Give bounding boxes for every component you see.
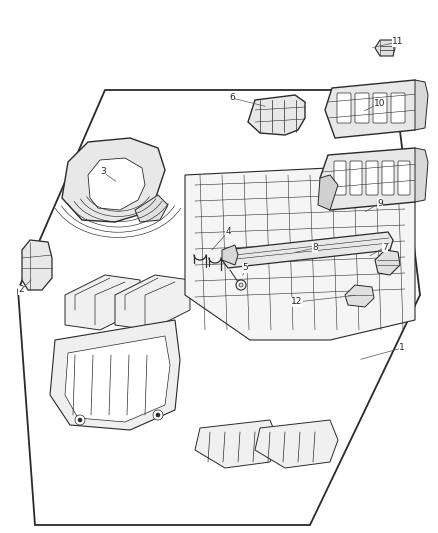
- FancyBboxPatch shape: [391, 93, 405, 123]
- Polygon shape: [318, 175, 338, 210]
- Polygon shape: [18, 90, 420, 525]
- FancyBboxPatch shape: [366, 161, 378, 195]
- Circle shape: [78, 418, 82, 422]
- Polygon shape: [65, 336, 170, 422]
- Text: 10: 10: [374, 99, 386, 108]
- Polygon shape: [62, 138, 165, 222]
- Text: 2: 2: [18, 286, 24, 295]
- FancyBboxPatch shape: [398, 161, 410, 195]
- Polygon shape: [50, 320, 180, 430]
- Text: 11: 11: [392, 37, 404, 46]
- Text: 7: 7: [382, 243, 388, 252]
- FancyBboxPatch shape: [337, 93, 351, 123]
- Circle shape: [75, 415, 85, 425]
- Polygon shape: [255, 420, 338, 468]
- Text: 3: 3: [100, 167, 106, 176]
- Polygon shape: [375, 250, 400, 275]
- Text: 1: 1: [399, 343, 405, 352]
- Polygon shape: [195, 420, 278, 468]
- Polygon shape: [320, 148, 422, 210]
- Polygon shape: [415, 80, 428, 130]
- Polygon shape: [185, 165, 415, 340]
- Polygon shape: [65, 275, 140, 330]
- Polygon shape: [325, 80, 422, 138]
- Polygon shape: [135, 195, 168, 222]
- Polygon shape: [375, 40, 395, 56]
- Text: 8: 8: [312, 244, 318, 253]
- FancyBboxPatch shape: [373, 93, 387, 123]
- Text: 9: 9: [377, 198, 383, 207]
- Circle shape: [236, 280, 246, 290]
- FancyBboxPatch shape: [382, 161, 394, 195]
- FancyBboxPatch shape: [355, 93, 369, 123]
- Polygon shape: [88, 158, 145, 210]
- Polygon shape: [22, 240, 52, 290]
- Polygon shape: [115, 275, 190, 330]
- Circle shape: [153, 410, 163, 420]
- FancyBboxPatch shape: [334, 161, 346, 195]
- Text: 12: 12: [291, 297, 303, 306]
- Circle shape: [156, 413, 160, 417]
- FancyBboxPatch shape: [350, 161, 362, 195]
- Text: 5: 5: [242, 263, 248, 272]
- Polygon shape: [415, 148, 428, 202]
- Polygon shape: [345, 285, 374, 307]
- Polygon shape: [222, 245, 238, 265]
- Text: 4: 4: [225, 228, 231, 237]
- Polygon shape: [248, 95, 305, 135]
- Polygon shape: [222, 232, 393, 268]
- Text: 6: 6: [229, 93, 235, 102]
- Circle shape: [239, 283, 243, 287]
